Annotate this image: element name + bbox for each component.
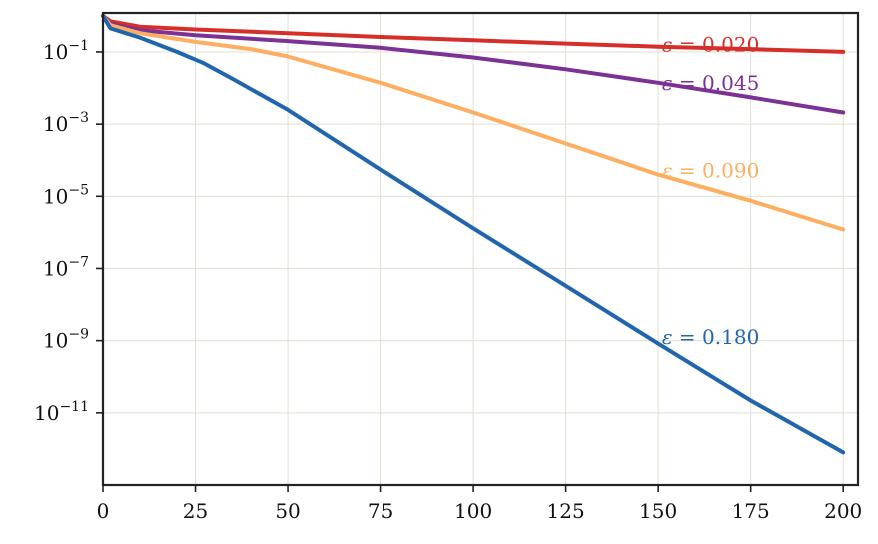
series-layer (101, 13, 846, 455)
series-line-2 (101, 13, 846, 232)
x-tick-label: 50 (275, 499, 300, 523)
series-label-value: = 0.180 (673, 325, 760, 349)
x-tick-label: 125 (547, 499, 585, 523)
y-tick-label: 10−9 (43, 327, 89, 353)
x-tick-label: 200 (824, 499, 862, 523)
series-label-2: ε = 0.090 (662, 158, 759, 182)
y-tick-base: 10 (43, 184, 68, 208)
y-tick-label: 10−11 (34, 399, 89, 425)
tick-layer: 0 25 50 75 100 125 150 175 20010−1110−910−710−51… (34, 38, 862, 523)
y-tick-label: 10−7 (43, 254, 89, 280)
epsilon-symbol: ε (662, 158, 673, 182)
y-tick-base: 10 (34, 401, 59, 425)
x-tick-label: 150 (639, 499, 677, 523)
y-tick-exponent: −5 (68, 182, 89, 198)
x-tick-label: 25 (183, 499, 208, 523)
y-tick-base: 10 (43, 40, 68, 64)
series-line-3 (101, 13, 846, 455)
series-label-value: = 0.090 (673, 158, 760, 182)
y-tick-exponent: −7 (68, 254, 89, 270)
x-tick-label: 75 (368, 499, 393, 523)
y-tick-exponent: −11 (59, 399, 89, 415)
x-tick-label: 0 (97, 499, 110, 523)
series-line-0 (101, 13, 846, 54)
series-line-1 (101, 13, 846, 115)
y-tick-base: 10 (43, 112, 68, 136)
epsilon-symbol: ε (662, 71, 673, 95)
y-tick-base: 10 (43, 256, 68, 280)
plot-frame (101, 11, 860, 487)
y-tick-exponent: −1 (68, 38, 89, 54)
y-tick-base: 10 (43, 329, 68, 353)
epsilon-symbol: ε (662, 33, 673, 57)
series-label-3: ε = 0.180 (662, 325, 759, 349)
series-label-value: = 0.045 (673, 71, 760, 95)
x-tick-label: 100 (454, 499, 492, 523)
y-tick-label: 10−1 (43, 38, 89, 64)
y-tick-label: 10−3 (43, 110, 89, 136)
y-tick-label: 10−5 (43, 182, 89, 208)
x-tick-label: 175 (732, 499, 770, 523)
y-tick-exponent: −3 (68, 110, 89, 126)
series-label-1: ε = 0.045 (662, 71, 759, 95)
y-tick-exponent: −9 (68, 327, 89, 343)
epsilon-symbol: ε (662, 325, 673, 349)
series-label-value: = 0.020 (673, 33, 760, 57)
series-label-0: ε = 0.020 (662, 33, 759, 57)
